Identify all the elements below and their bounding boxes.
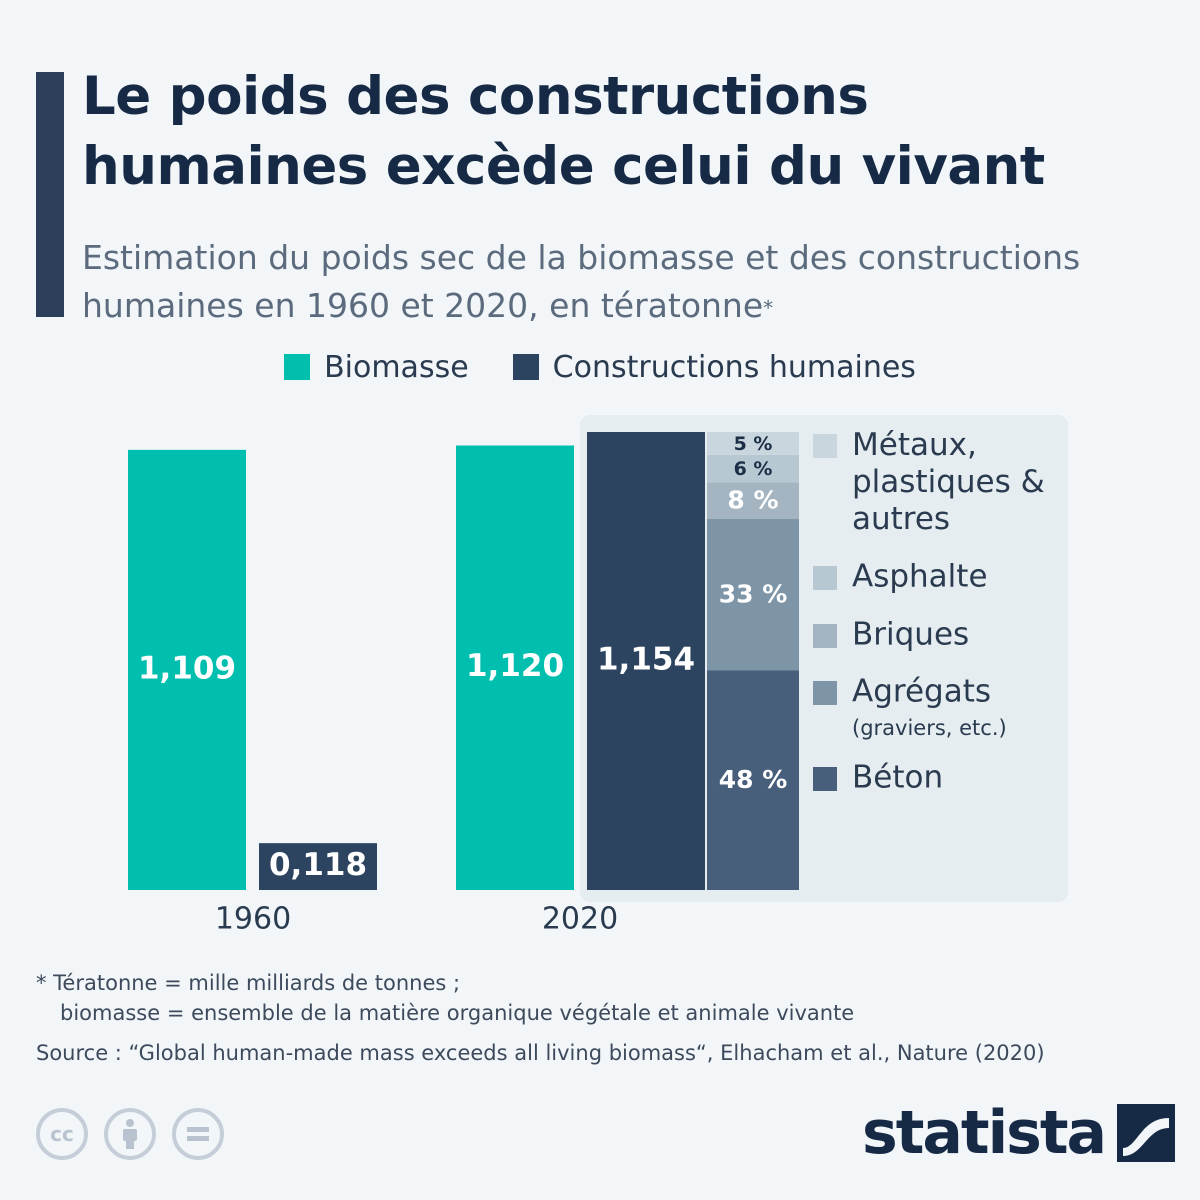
breakdown-segment-4[interactable] <box>707 432 799 455</box>
breakdown-legend-line-4-1: plastiques & <box>852 464 1045 500</box>
brand-wordmark: statista <box>862 1098 1107 1168</box>
breakdown-legend-sublabel-1: (graviers, etc.) <box>852 716 1007 740</box>
breakdown-legend-label-0: Béton <box>852 760 943 796</box>
legend-item-biomasse: Biomasse <box>284 350 469 385</box>
breakdown-legend-swatch-2 <box>813 624 837 648</box>
data-label-constructions-2020: 1,154 <box>597 642 695 678</box>
breakdown-legend-line-4-0: Métaux, <box>852 427 977 463</box>
source-note: Source : “Global human-made mass exceeds… <box>36 1041 1045 1065</box>
breakdown-label-4: 5 % <box>734 433 773 455</box>
title-line-1: Le poids des constructions <box>82 66 869 127</box>
cc-icon[interactable]: cc <box>36 1108 88 1160</box>
breakdown-legend-label-3: Asphalte <box>852 559 988 595</box>
subtitle-footnote-star: * <box>763 296 774 320</box>
statista-logo-icon <box>1117 1104 1176 1162</box>
bar-constructions-1960[interactable] <box>259 843 377 890</box>
breakdown-segment-0[interactable] <box>707 670 799 890</box>
equals-glyph <box>187 1127 209 1141</box>
data-label-biomasse-1960: 1,109 <box>138 650 236 686</box>
breakdown-legend-line-4-2: autres <box>852 501 950 537</box>
breakdown-legend-label-4: Métaux, plastiques & autres <box>852 427 1045 537</box>
data-label-constructions-1960: 0,118 <box>269 847 367 883</box>
breakdown-legend-swatch-4 <box>813 434 837 458</box>
footnote-line-1: * Tératonne = mille milliards de tonnes … <box>36 971 461 995</box>
bar-biomasse-2020[interactable] <box>456 445 574 890</box>
breakdown-label-1: 33 % <box>719 580 788 609</box>
license-icons: cc <box>36 1108 224 1160</box>
subtitle-line-2: humaines en 1960 et 2020, en tératonne <box>82 286 764 325</box>
legend-swatch-constructions <box>512 354 539 380</box>
person-glyph <box>123 1119 137 1149</box>
breakdown-legend-swatch-3 <box>813 566 837 590</box>
statista-logo[interactable]: statista <box>862 1098 1176 1168</box>
breakdown-legend-swatch-0 <box>813 767 837 791</box>
breakdown-segment-2[interactable] <box>707 482 799 520</box>
legend-label-biomasse: Biomasse <box>324 349 469 385</box>
breakdown-legend-swatch-1 <box>813 681 837 705</box>
title-accent-bar <box>36 72 64 317</box>
bar-constructions-2020[interactable] <box>587 432 705 890</box>
breakdown-label-0: 48 % <box>719 765 788 794</box>
footnote-line-2: biomasse = ensemble de la matière organi… <box>60 1001 855 1025</box>
legend-swatch-biomasse <box>284 354 311 380</box>
no-derivatives-icon[interactable] <box>172 1108 224 1160</box>
x-tick-label-1960: 1960 <box>215 902 291 937</box>
bar-chart: 1,109 0,118 1960 1,120 1,154 2020 48 % 33 % 8 % 6… <box>128 415 1068 937</box>
x-tick-label-2020: 2020 <box>542 902 618 937</box>
breakdown-segment-3[interactable] <box>707 454 799 483</box>
title-line-2: humaines excède celui du vivant <box>82 136 1045 197</box>
breakdown-label-3: 6 % <box>734 458 773 480</box>
breakdown-legend-label-2: Briques <box>852 617 969 653</box>
subtitle-line-1: Estimation du poids sec de la biomasse e… <box>82 238 1081 277</box>
chart-subtitle: Estimation du poids sec de la biomasse e… <box>82 234 1192 330</box>
breakdown-label-2: 8 % <box>727 486 778 515</box>
data-label-biomasse-2020: 1,120 <box>466 648 564 684</box>
legend-item-constructions: Constructions humaines <box>512 349 916 385</box>
breakdown-legend-label-1: Agrégats <box>852 674 991 710</box>
footnote: * Tératonne = mille milliards de tonnes … <box>36 968 1176 1028</box>
legend: Biomasse Constructions humaines <box>0 345 1200 389</box>
chart-title: Le poids des constructions humaines excè… <box>82 62 1182 202</box>
legend-label-constructions: Constructions humaines <box>552 349 916 385</box>
bar-biomasse-1960[interactable] <box>128 449 246 890</box>
attribution-icon[interactable] <box>104 1108 156 1160</box>
breakdown-segment-1[interactable] <box>707 519 799 671</box>
